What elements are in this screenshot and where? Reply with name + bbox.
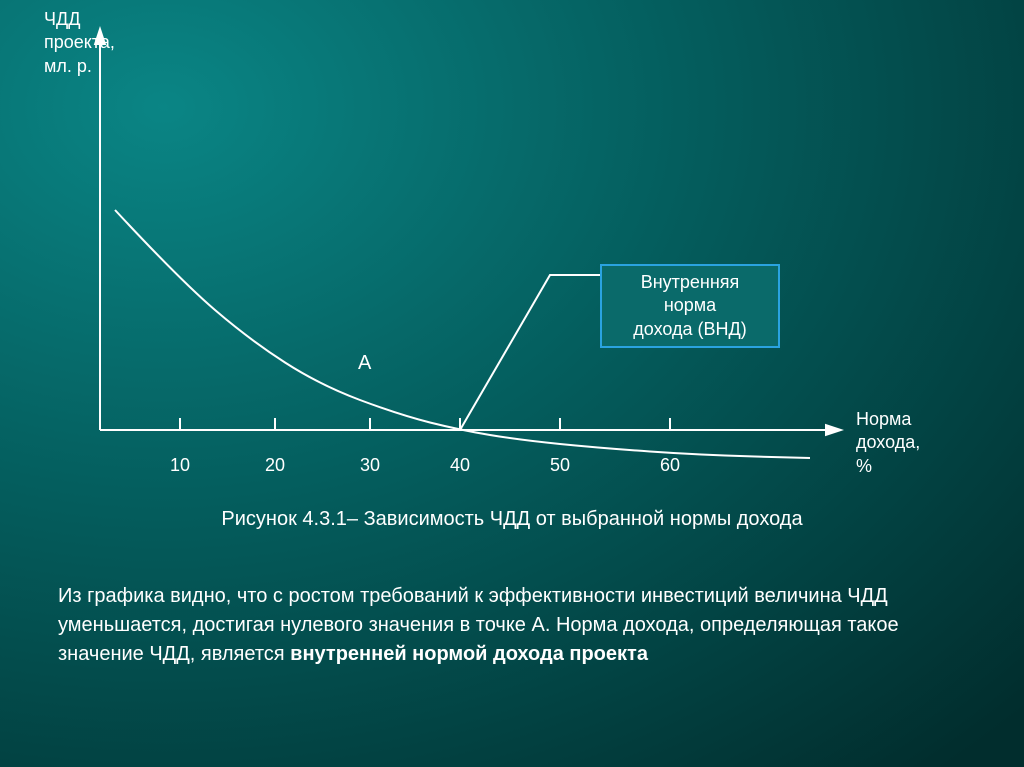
x-tick-label: 40 (445, 455, 475, 476)
description-bold: внутренней нормой дохода проекта (290, 643, 648, 665)
x-tick-label: 60 (655, 455, 685, 476)
y-axis-label: ЧДД проекта, мл. р. (44, 8, 115, 78)
x-tick-label: 50 (545, 455, 575, 476)
x-tick-label: 30 (355, 455, 385, 476)
irr-callout-text: Внутренняя норма дохода (ВНД) (633, 271, 746, 341)
x-tick-label: 20 (260, 455, 290, 476)
x-axis-label: Норма дохода, % (856, 408, 920, 478)
irr-callout-box: Внутренняя норма дохода (ВНД) (600, 264, 780, 348)
description-paragraph: Из графика видно, что с ростом требовани… (58, 582, 978, 669)
x-tick-label: 10 (165, 455, 195, 476)
point-a-label: А (358, 352, 371, 375)
figure-caption: Рисунок 4.3.1– Зависимость ЧДД от выбран… (0, 508, 1024, 531)
